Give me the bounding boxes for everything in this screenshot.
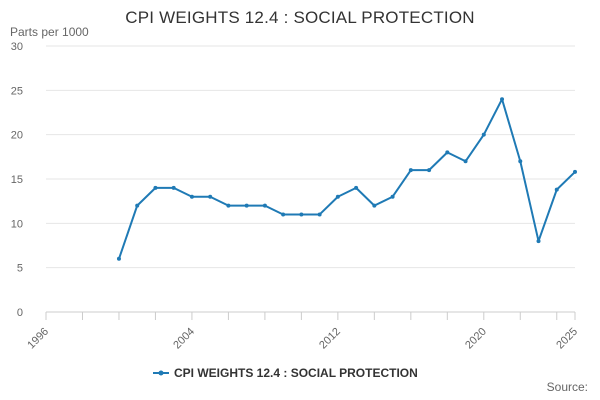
y-tick-label: 25 [11,85,23,97]
x-tick-label: 2020 [463,326,489,352]
data-point[interactable] [317,212,322,217]
data-point[interactable] [189,194,194,199]
series-line[interactable] [117,98,576,260]
y-tick-label: 10 [11,218,23,230]
source-credit[interactable]: Source: [546,380,588,394]
x-axis [45,311,576,320]
x-tick-label: 2004 [171,326,197,352]
y-axis-ticks: 0 5 10 15 20 25 30 [11,41,23,319]
data-point[interactable] [244,203,249,208]
data-point[interactable] [481,132,486,137]
data-point[interactable] [554,187,559,192]
data-point[interactable] [390,194,395,199]
data-point[interactable] [171,185,176,190]
grid-lines [46,45,575,269]
x-tick-label: 2025 [554,326,580,352]
data-point[interactable] [463,159,468,164]
data-point[interactable] [573,169,577,174]
data-point[interactable] [445,150,450,155]
data-point[interactable] [335,194,340,199]
data-point[interactable] [536,239,541,244]
y-tick-label: 15 [11,174,23,186]
data-point[interactable] [500,97,505,102]
x-tick-label: 2012 [317,326,343,352]
data-point[interactable] [262,203,267,208]
data-point[interactable] [153,185,158,190]
data-point[interactable] [518,159,523,164]
data-point[interactable] [226,203,231,208]
data-point[interactable] [208,194,213,199]
chart-title: CPI WEIGHTS 12.4 : SOCIAL PROTECTION [125,8,475,27]
data-point[interactable] [408,168,413,173]
x-axis-ticks: 1996 2004 2012 2020 2025 [25,326,580,352]
legend[interactable]: CPI WEIGHTS 12.4 : SOCIAL PROTECTION [153,366,418,380]
y-axis-label: Parts per 1000 [10,25,89,39]
y-tick-label: 5 [17,263,23,275]
series-layer [116,97,577,261]
legend-marker [158,370,164,376]
data-point[interactable] [299,212,304,217]
x-tick-label: 1996 [25,326,51,352]
y-tick-label: 30 [11,41,23,53]
data-point[interactable] [354,185,359,190]
y-tick-label: 20 [11,130,23,142]
y-tick-label: 0 [17,307,23,319]
data-point[interactable] [281,212,286,217]
data-point[interactable] [135,203,140,208]
data-point[interactable] [427,168,432,173]
legend-label: CPI WEIGHTS 12.4 : SOCIAL PROTECTION [174,366,418,380]
data-point[interactable] [116,256,121,261]
data-point[interactable] [372,203,377,208]
